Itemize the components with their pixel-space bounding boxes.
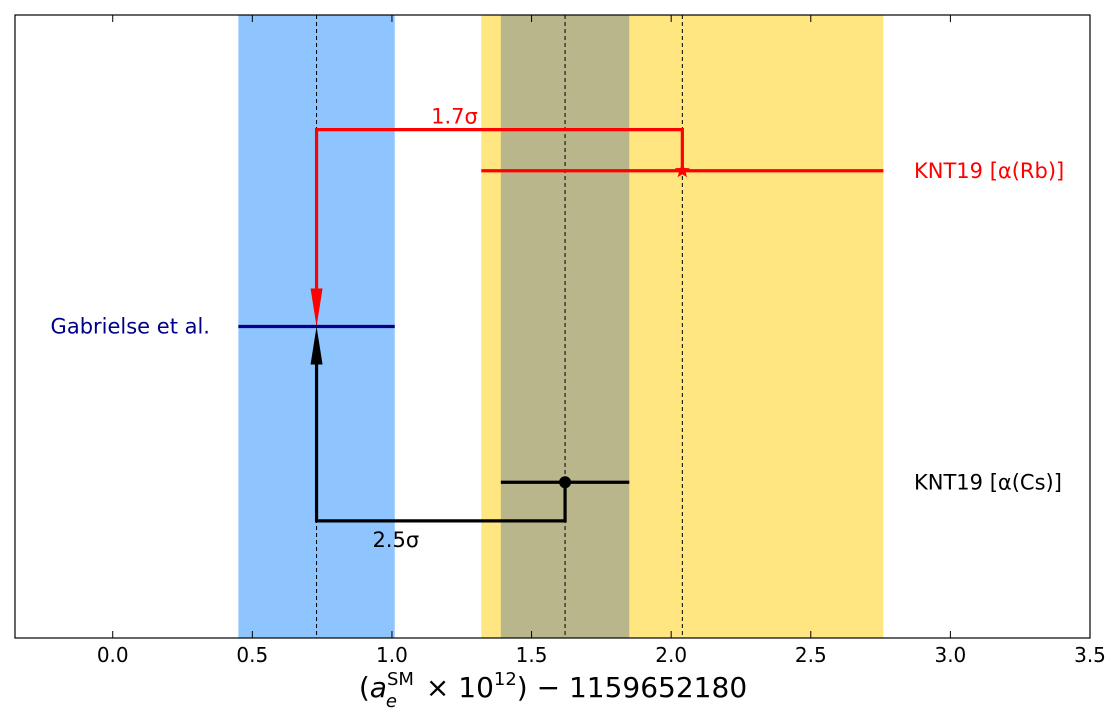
x-axis-label: (aSM e × 1012) − 1159652180 <box>359 669 747 712</box>
x-tick-label-6: 3.0 <box>934 643 966 667</box>
pull-arrowhead-1 <box>310 326 323 365</box>
x-tick-label-3: 1.5 <box>516 643 548 667</box>
x-tick-label-0: 0.0 <box>97 643 129 667</box>
series-label-0: KNT19 [α(Rb)] <box>914 159 1064 183</box>
series-label-2: KNT19 [α(Cs)] <box>914 470 1062 494</box>
x-tick-label-4: 2.0 <box>655 643 687 667</box>
labels-layer: KNT19 [α(Rb)] Gabrielse et al. KNT19 [α(Cs… <box>51 159 1065 495</box>
pull-arrow-label-1: 2.5σ <box>372 528 419 552</box>
series-label-1: Gabrielse et al. <box>51 315 210 339</box>
x-tick-label-1: 0.5 <box>236 643 268 667</box>
x-tick-label-2: 1.0 <box>376 643 408 667</box>
pull-arrowhead-0 <box>310 288 323 327</box>
x-axis-ticks: 0.0 0.5 1.0 1.5 2.0 2.5 3.0 3.5 <box>97 15 1106 667</box>
pull-arrow-path-0 <box>314 128 684 289</box>
pull-arrow-label-0: 1.7σ <box>431 105 478 129</box>
arrows-layer: 1.7σ 2.5σ <box>310 105 684 552</box>
x-tick-label-7: 3.5 <box>1074 643 1106 667</box>
pull-arrow-path-1 <box>314 364 567 523</box>
plot-frame <box>14 14 1091 639</box>
x-tick-label-5: 2.5 <box>795 643 827 667</box>
